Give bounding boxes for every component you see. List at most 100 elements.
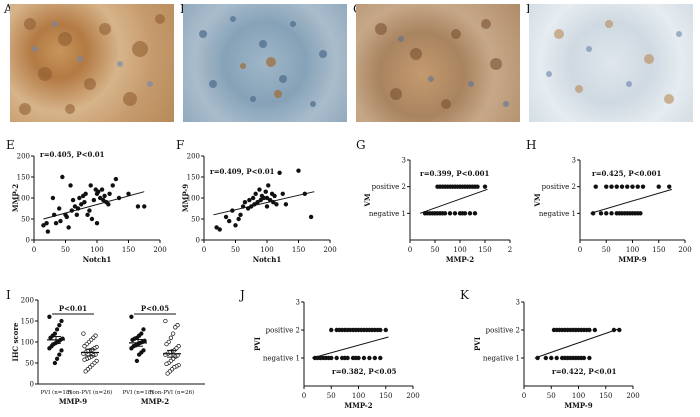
data-point bbox=[72, 204, 78, 209]
data-point bbox=[581, 355, 587, 361]
trend-line bbox=[590, 188, 673, 214]
data-point bbox=[41, 223, 46, 228]
y-tick-label: 0 bbox=[26, 237, 30, 245]
panel-letter-e: E bbox=[6, 138, 15, 152]
y-tick-label: 150 bbox=[17, 174, 30, 182]
category-label: PVI (n=18) bbox=[40, 389, 71, 396]
y-tick-label: negative 1 bbox=[369, 210, 406, 218]
x-tick-label: 0 bbox=[302, 392, 306, 400]
data-point bbox=[44, 221, 49, 226]
x-tick-label: 150 bbox=[379, 392, 392, 400]
panel-letter-h: H bbox=[526, 138, 537, 152]
x-tick-label: 0 bbox=[578, 246, 582, 254]
data-point bbox=[165, 371, 170, 376]
ihc-image-a bbox=[10, 4, 174, 122]
data-point bbox=[54, 327, 60, 332]
ihc-image-b bbox=[183, 4, 347, 122]
data-point bbox=[447, 211, 453, 216]
data-point bbox=[52, 360, 58, 366]
y-tick-label: 150 bbox=[187, 174, 200, 182]
data-point bbox=[257, 187, 262, 192]
data-point bbox=[266, 183, 271, 188]
data-point bbox=[170, 331, 176, 336]
data-point bbox=[64, 214, 69, 220]
scatter-chart-h: 0 50 100 150 200 positive 2 negative 1 3 r=0.425… bbox=[533, 157, 692, 265]
y-tick-label: 100 bbox=[17, 195, 30, 203]
x-tick-label: 50 bbox=[602, 246, 611, 254]
data-point bbox=[60, 174, 65, 180]
scatter-chart-g: 0 50 100 150 2 positive 2 negative 1 3 r=0.399, … bbox=[363, 157, 512, 265]
data-point bbox=[134, 358, 140, 364]
data-point bbox=[554, 355, 559, 361]
data-point bbox=[53, 221, 59, 226]
x-tick-label: 150 bbox=[122, 246, 135, 254]
data-point bbox=[334, 355, 339, 361]
y-tick-label: negative 1 bbox=[263, 355, 300, 363]
data-point bbox=[593, 184, 598, 189]
data-point bbox=[126, 191, 131, 196]
y-axis-label: MMP-9 bbox=[181, 184, 190, 212]
group-label: MMP-2 bbox=[141, 397, 169, 406]
data-point bbox=[308, 214, 314, 220]
data-point bbox=[91, 197, 97, 203]
significance-label: P<0.01 bbox=[59, 304, 87, 313]
data-point bbox=[223, 214, 229, 220]
y-tick-label: 100 bbox=[21, 339, 34, 347]
data-point bbox=[85, 212, 90, 217]
data-point bbox=[250, 195, 256, 201]
category-label: Non-PVI (n=26) bbox=[68, 389, 113, 396]
data-point bbox=[58, 218, 63, 224]
data-point bbox=[442, 211, 448, 216]
trend-line bbox=[213, 191, 315, 216]
ihc-texture-c bbox=[375, 19, 509, 109]
data-point bbox=[88, 183, 93, 188]
data-point bbox=[261, 195, 267, 201]
correlation-annotation: r=0.422, P<0.01 bbox=[552, 367, 617, 376]
data-point bbox=[617, 327, 622, 333]
data-point bbox=[57, 206, 62, 211]
correlation-annotation: r=0.425, P<0.001 bbox=[592, 169, 662, 178]
correlation-annotation: r=0.399, P<0.001 bbox=[420, 169, 490, 178]
data-point bbox=[47, 346, 52, 351]
data-point bbox=[635, 184, 640, 189]
data-point bbox=[296, 168, 301, 173]
y-tick-label: 200 bbox=[17, 153, 30, 161]
y-tick-label: 3 bbox=[402, 157, 406, 165]
data-point bbox=[168, 335, 174, 340]
data-point bbox=[57, 352, 62, 357]
data-point bbox=[236, 216, 241, 222]
data-point bbox=[83, 191, 88, 196]
data-point bbox=[367, 355, 372, 361]
data-point bbox=[274, 202, 279, 207]
data-point bbox=[233, 223, 238, 228]
x-tick-label: 150 bbox=[478, 246, 491, 254]
panel-letter-j: J bbox=[240, 288, 245, 302]
data-point bbox=[106, 202, 111, 207]
data-point bbox=[107, 191, 112, 196]
data-point bbox=[372, 355, 378, 361]
correlation-annotation: r=0.409, P<0.01 bbox=[210, 167, 275, 176]
data-point bbox=[587, 355, 592, 361]
x-tick-label: 0 bbox=[408, 246, 412, 254]
data-point bbox=[667, 184, 672, 189]
x-tick-label: 0 bbox=[522, 392, 526, 400]
panel-letter-f: F bbox=[176, 138, 185, 152]
data-point bbox=[70, 197, 76, 203]
ihc-texture-b bbox=[199, 16, 327, 107]
data-point bbox=[253, 191, 258, 196]
y-tick-label: 150 bbox=[21, 318, 34, 326]
group-label: MMP-9 bbox=[59, 397, 87, 406]
scatter-chart-f: 0 50 100 150 200 0 50 100 150 200 r=0.409, P<0.01 N… bbox=[181, 153, 337, 265]
data-point bbox=[638, 211, 643, 216]
data-point bbox=[96, 189, 101, 194]
y-tick-label: negative 1 bbox=[483, 355, 520, 363]
data-point bbox=[452, 211, 458, 216]
y-tick-label: positive 2 bbox=[372, 183, 406, 191]
x-tick-label: 100 bbox=[453, 246, 466, 254]
data-point bbox=[264, 195, 270, 201]
significance-label: P<0.05 bbox=[141, 304, 169, 313]
data-point bbox=[329, 327, 334, 333]
data-point bbox=[82, 357, 87, 362]
category-label: Non-PVI (n=26) bbox=[150, 389, 195, 396]
